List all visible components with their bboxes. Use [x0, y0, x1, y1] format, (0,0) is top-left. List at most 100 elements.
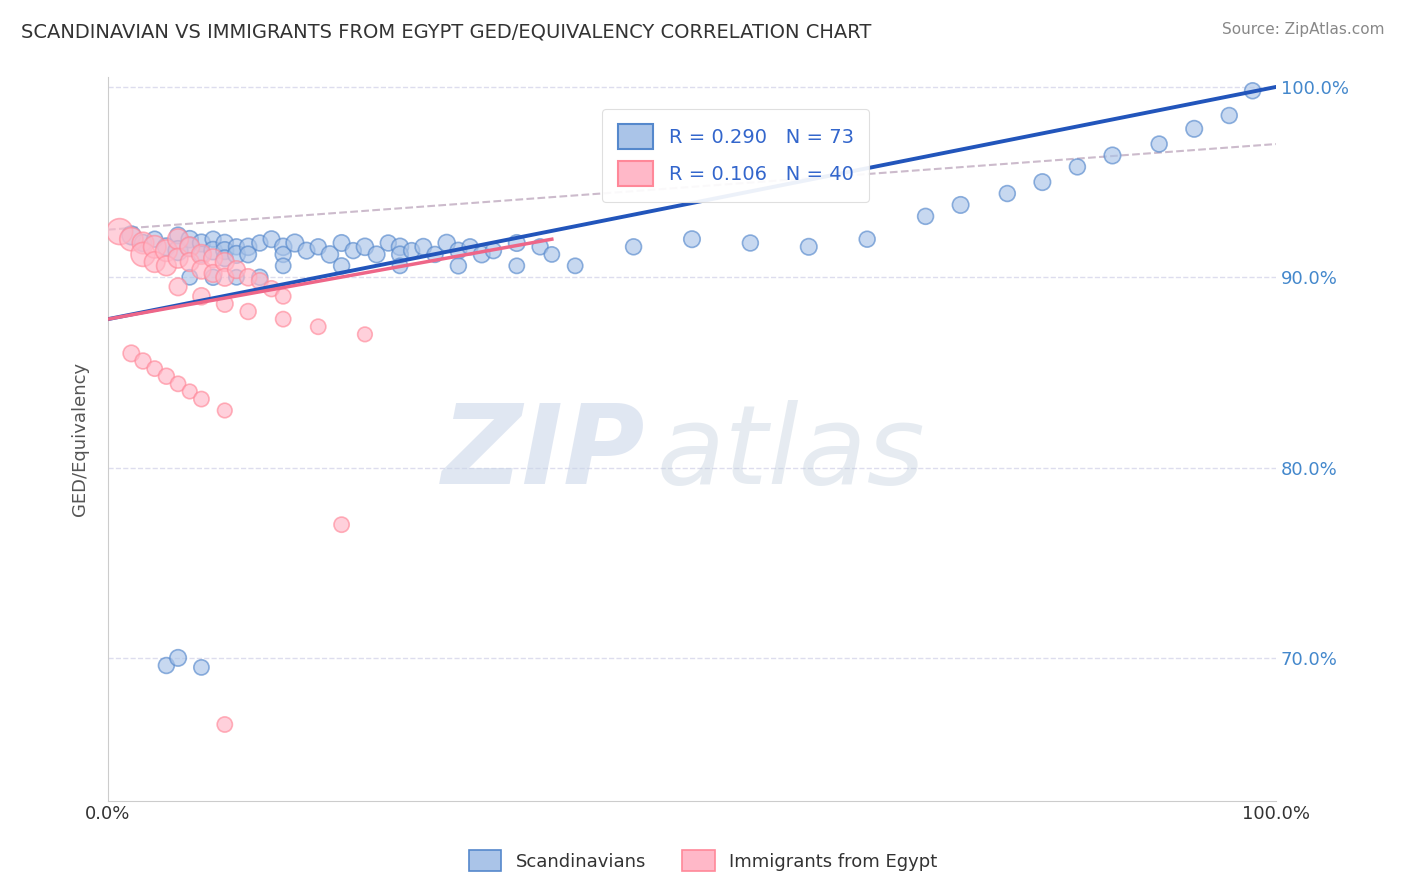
Text: Source: ZipAtlas.com: Source: ZipAtlas.com — [1222, 22, 1385, 37]
Legend: R = 0.290   N = 73, R = 0.106   N = 40: R = 0.290 N = 73, R = 0.106 N = 40 — [602, 109, 869, 202]
Point — [436, 235, 458, 250]
Point — [190, 262, 212, 277]
Point — [284, 235, 307, 250]
Point — [506, 259, 529, 273]
Point — [401, 244, 423, 258]
Point — [155, 259, 177, 273]
Point — [155, 240, 177, 254]
Point — [214, 244, 236, 258]
Point — [856, 232, 879, 246]
Point — [143, 361, 166, 376]
Point — [214, 270, 236, 285]
Point — [423, 247, 446, 261]
Point — [214, 717, 236, 731]
Point — [529, 240, 551, 254]
Point — [249, 235, 271, 250]
Text: atlas: atlas — [657, 400, 925, 507]
Point — [132, 354, 155, 368]
Point — [190, 392, 212, 406]
Point — [249, 274, 271, 288]
Point — [354, 327, 377, 342]
Point — [202, 270, 225, 285]
Point — [214, 255, 236, 269]
Point — [236, 247, 259, 261]
Point — [167, 376, 190, 391]
Point — [447, 244, 470, 258]
Point — [167, 228, 190, 243]
Point — [167, 244, 190, 258]
Point — [236, 270, 259, 285]
Point — [179, 384, 201, 399]
Point — [377, 235, 399, 250]
Point — [797, 240, 820, 254]
Point — [540, 247, 562, 261]
Point — [949, 198, 972, 212]
Point — [155, 658, 177, 673]
Point — [1147, 136, 1170, 151]
Point — [167, 280, 190, 294]
Point — [1066, 160, 1088, 174]
Point — [132, 235, 155, 250]
Point — [295, 244, 318, 258]
Point — [190, 235, 212, 250]
Point — [202, 267, 225, 281]
Text: SCANDINAVIAN VS IMMIGRANTS FROM EGYPT GED/EQUIVALENCY CORRELATION CHART: SCANDINAVIAN VS IMMIGRANTS FROM EGYPT GE… — [21, 22, 872, 41]
Point — [447, 259, 470, 273]
Point — [214, 235, 236, 250]
Point — [330, 235, 353, 250]
Point — [1182, 121, 1205, 136]
Point — [167, 252, 190, 266]
Point — [482, 244, 505, 258]
Point — [271, 289, 294, 303]
Point — [330, 517, 353, 532]
Point — [1031, 175, 1053, 189]
Point — [260, 282, 283, 296]
Point — [167, 232, 190, 246]
Point — [914, 210, 936, 224]
Point — [214, 403, 236, 417]
Point — [623, 240, 645, 254]
Point — [179, 255, 201, 269]
Point — [260, 232, 283, 246]
Point — [366, 247, 388, 261]
Point — [236, 240, 259, 254]
Text: ZIP: ZIP — [441, 400, 645, 507]
Point — [155, 244, 177, 258]
Point — [143, 232, 166, 246]
Point — [471, 247, 494, 261]
Point — [179, 270, 201, 285]
Point — [506, 235, 529, 250]
Point — [307, 319, 329, 334]
Point — [342, 244, 364, 258]
Point — [143, 240, 166, 254]
Point — [179, 232, 201, 246]
Point — [214, 252, 236, 266]
Point — [120, 232, 142, 246]
Point — [214, 297, 236, 311]
Point — [458, 240, 481, 254]
Point — [190, 247, 212, 261]
Point — [120, 228, 142, 243]
Point — [1218, 108, 1240, 122]
Point — [271, 259, 294, 273]
Point — [179, 240, 201, 254]
Point — [190, 247, 212, 261]
Point — [1241, 84, 1264, 98]
Point — [179, 240, 201, 254]
Legend: Scandinavians, Immigrants from Egypt: Scandinavians, Immigrants from Egypt — [461, 843, 945, 879]
Point — [143, 255, 166, 269]
Point — [225, 247, 247, 261]
Point — [132, 235, 155, 250]
Point — [681, 232, 703, 246]
Point — [388, 240, 411, 254]
Point — [120, 346, 142, 360]
Point — [271, 247, 294, 261]
Point — [249, 270, 271, 285]
Point — [271, 312, 294, 326]
Point — [190, 289, 212, 303]
Point — [225, 270, 247, 285]
Point — [740, 235, 762, 250]
Point — [995, 186, 1018, 201]
Point — [167, 651, 190, 665]
Point — [202, 244, 225, 258]
